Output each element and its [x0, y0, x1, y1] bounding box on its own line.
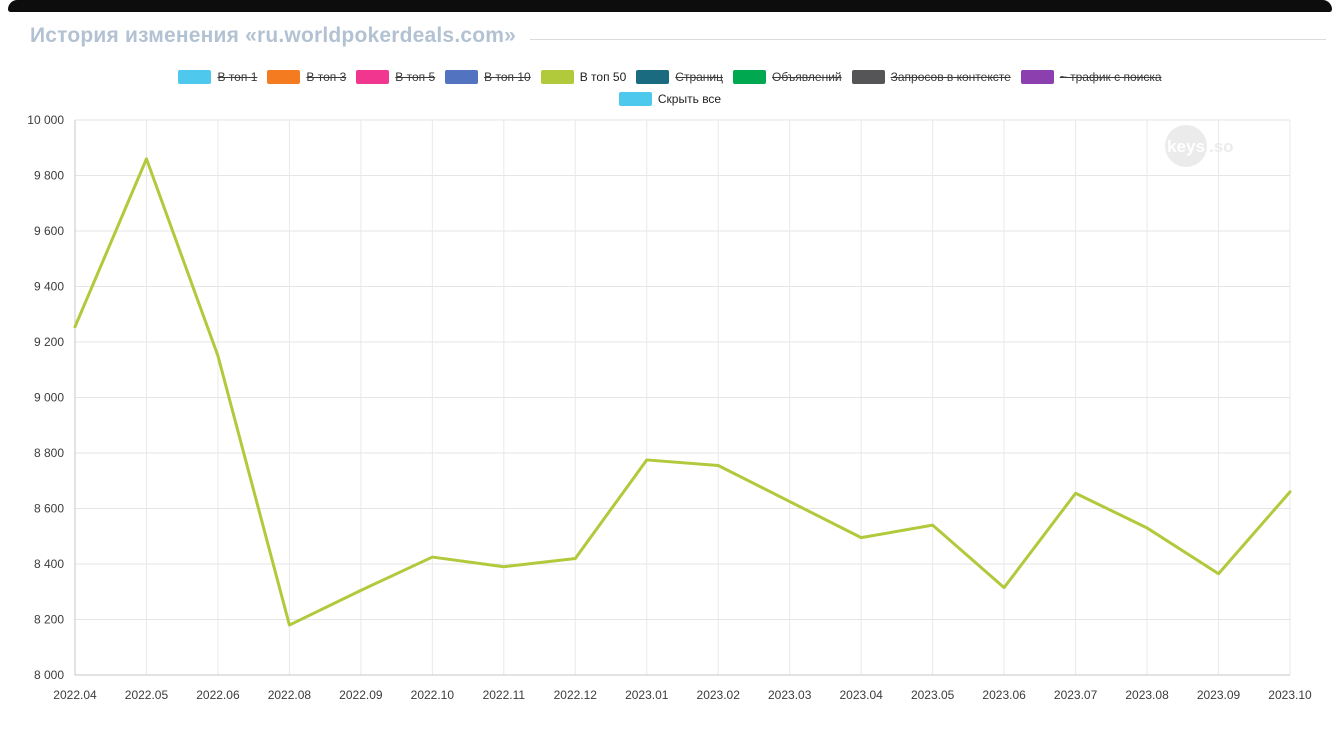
keysso-logo-suffix: .so: [1209, 137, 1234, 156]
legend-item[interactable]: Запросов в контексте: [851, 70, 1011, 84]
legend-label: В топ 5: [395, 70, 436, 84]
legend-item[interactable]: Объявлений: [733, 70, 842, 84]
x-tick-label: 2022.08: [268, 688, 312, 702]
legend-item[interactable]: Скрыть все: [618, 92, 722, 106]
page-title: История изменения «ru.worldpokerdeals.co…: [30, 24, 517, 47]
legend-item[interactable]: ~ трафик с поиска: [1020, 70, 1162, 84]
y-tick-label: 8 600: [34, 502, 64, 516]
y-tick-label: 9 200: [34, 335, 64, 349]
legend-item[interactable]: В топ 5: [356, 70, 435, 84]
legend-label: Скрыть все: [657, 92, 722, 106]
x-tick-label: 2022.12: [554, 688, 598, 702]
legend-swatch-icon[interactable]: [1020, 70, 1054, 84]
legend-item[interactable]: В топ 3: [267, 70, 346, 84]
y-tick-label: 8 200: [34, 613, 64, 627]
x-tick-label: 2023.03: [768, 688, 812, 702]
x-tick-label: 2023.07: [1054, 688, 1098, 702]
legend-swatch-icon[interactable]: [356, 70, 390, 84]
keysso-logo-text: keys: [1167, 137, 1205, 156]
y-tick-label: 9 800: [34, 169, 64, 183]
y-tick-label: 8 000: [34, 668, 64, 682]
x-tick-label: 2023.04: [839, 688, 883, 702]
legend-item[interactable]: В топ 50: [540, 70, 627, 84]
x-tick-label: 2023.01: [625, 688, 669, 702]
legend-swatch-icon[interactable]: [445, 70, 479, 84]
legend: В топ 1 В топ 3 В топ 5 В топ 10 В топ 50 Стр…: [0, 70, 1340, 106]
chart: 8 000 8 200 8 400 8 600 8 800 9 000 9 200 9 400…: [0, 110, 1340, 715]
legend-row-2: Скрыть все: [0, 92, 1340, 106]
x-tick-label: 2022.04: [53, 688, 97, 702]
keysso-logo-icon: [1165, 125, 1207, 167]
legend-swatch-icon[interactable]: [540, 70, 574, 84]
legend-swatch-icon[interactable]: [618, 92, 652, 106]
y-tick-label: 9 600: [34, 224, 64, 238]
legend-label: Страниц: [675, 70, 723, 84]
legend-label: В топ 50: [579, 70, 627, 84]
x-tick-label: 2022.06: [196, 688, 240, 702]
x-tick-label: 2023.10: [1268, 688, 1312, 702]
legend-label: Объявлений: [772, 70, 842, 84]
legend-label: В топ 10: [484, 70, 531, 84]
window-top-bar: [8, 0, 1332, 12]
legend-swatch-icon[interactable]: [733, 70, 766, 84]
legend-swatch-icon[interactable]: [851, 70, 885, 84]
x-tick-label: 2023.05: [911, 688, 955, 702]
title-divider: [530, 38, 1326, 40]
legend-swatch-icon[interactable]: [267, 70, 301, 84]
legend-swatch-icon[interactable]: [636, 70, 670, 84]
x-tick-label: 2022.09: [339, 688, 383, 702]
legend-label: Запросов в контексте: [890, 70, 1011, 84]
legend-label: В топ 3: [306, 70, 347, 84]
x-tick-label: 2023.02: [697, 688, 741, 702]
legend-item[interactable]: В топ 1: [178, 70, 257, 84]
legend-swatch-icon[interactable]: [178, 70, 212, 84]
x-tick-label: 2023.09: [1197, 688, 1241, 702]
x-tick-label: 2023.06: [982, 688, 1026, 702]
legend-item[interactable]: В топ 10: [445, 70, 531, 84]
y-tick-label: 8 400: [34, 557, 64, 571]
y-tick-label: 8 800: [34, 446, 64, 460]
x-tick-label: 2022.10: [411, 688, 455, 702]
x-tick-label: 2022.05: [125, 688, 169, 702]
legend-label: ~ трафик с поиска: [1059, 70, 1162, 84]
header: История изменения «ru.worldpokerdeals.co…: [0, 12, 1340, 48]
legend-label: В топ 1: [217, 70, 258, 84]
y-tick-label: 10 000: [27, 113, 64, 127]
y-tick-label: 9 000: [34, 391, 64, 405]
legend-row-1: В топ 1 В топ 3 В топ 5 В топ 10 В топ 50 Стр…: [0, 70, 1340, 84]
x-tick-label: 2023.08: [1125, 688, 1169, 702]
series-line: [73, 157, 1292, 627]
line-chart: 8 000 8 200 8 400 8 600 8 800 9 000 9 200 9 400…: [27, 113, 1312, 702]
x-tick-label: 2022.11: [483, 688, 526, 702]
y-tick-label: 9 400: [34, 280, 64, 294]
legend-item[interactable]: Страниц: [636, 70, 723, 84]
